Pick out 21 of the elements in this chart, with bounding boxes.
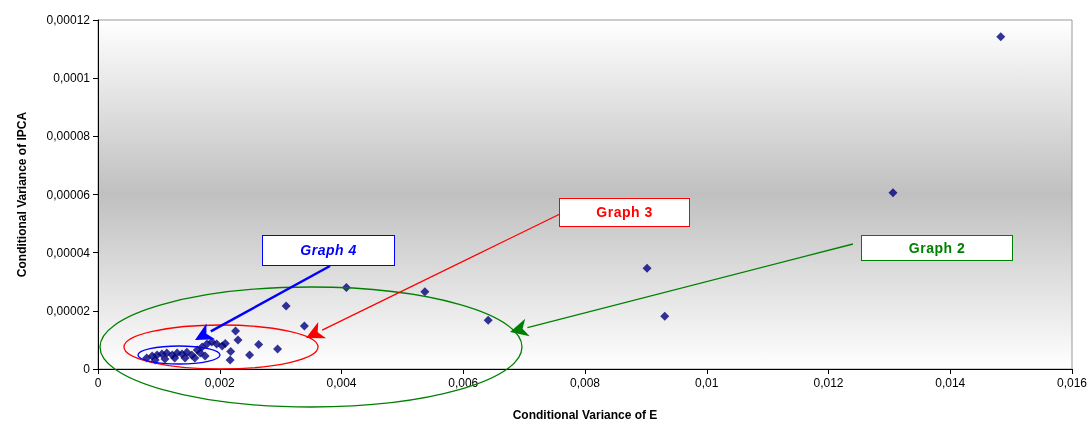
note-box: Graph 4	[262, 235, 395, 266]
x-tick-label: 0,012	[813, 376, 844, 390]
x-tick-label: 0	[94, 376, 102, 390]
x-tick-label: 0,01	[695, 376, 719, 390]
note-box: Graph 3	[559, 198, 690, 227]
y-tick-label: 0,0001	[53, 71, 91, 86]
x-tick-label: 0,016	[1056, 376, 1088, 390]
x-tick-label: 0,002	[204, 376, 236, 390]
x-tick-label: 0,004	[326, 376, 357, 390]
y-tick-label: 0,00002	[46, 303, 91, 318]
y-axis-title: Conditional Variance of IPCA	[15, 111, 29, 278]
x-tick-label: 0,014	[935, 376, 966, 390]
note-box: Graph 2	[861, 235, 1013, 261]
y-tick-label: 0,00006	[46, 187, 91, 202]
y-tick-label: 0,00012	[46, 13, 91, 27]
x-tick-label: 0,008	[569, 376, 601, 390]
x-tick-label: 0,006	[448, 376, 479, 390]
y-tick-label: 0	[83, 362, 91, 376]
x-axis-title: Conditional Variance of E	[512, 408, 658, 422]
y-tick-label: 0,00008	[46, 129, 91, 144]
y-tick-label: 0,00004	[46, 245, 91, 260]
